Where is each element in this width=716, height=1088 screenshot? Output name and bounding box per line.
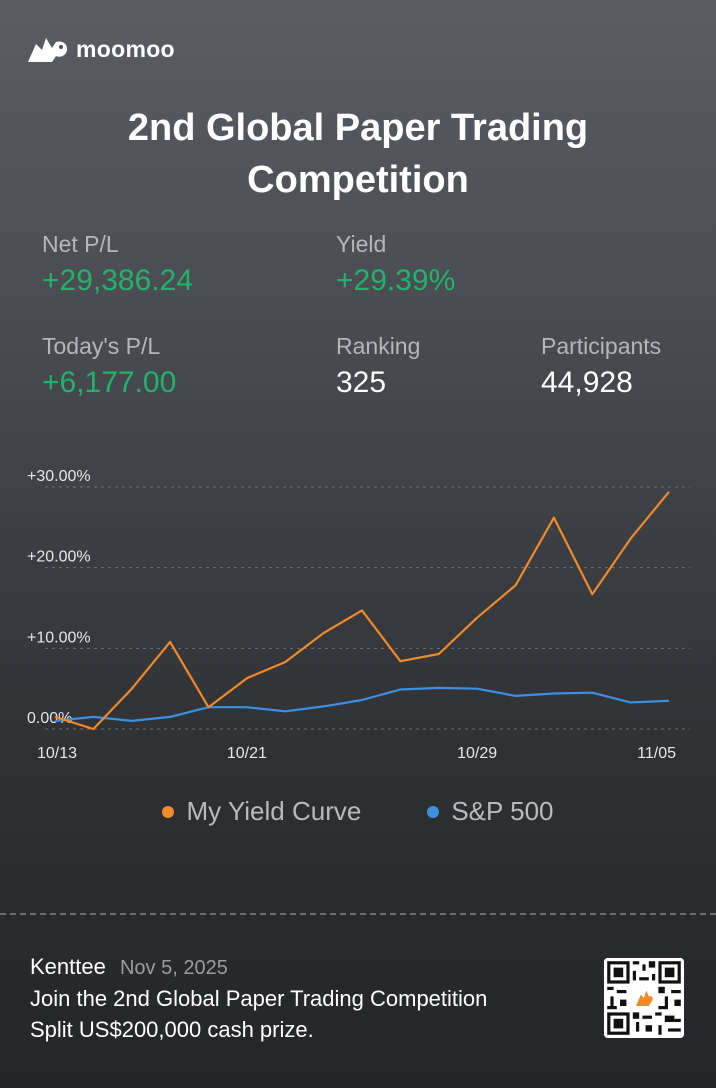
legend-dot-my-yield bbox=[162, 805, 175, 818]
yield-value: +29.39% bbox=[336, 264, 456, 297]
y-tick-label: 0.00% bbox=[27, 710, 72, 727]
series-line-sp500 bbox=[54, 686, 670, 722]
author-name: Kenttee bbox=[30, 954, 106, 979]
x-tick-label: 10/13 bbox=[37, 745, 77, 762]
legend-item-sp500: S&P 500 bbox=[427, 796, 554, 827]
ranking-value: 325 bbox=[336, 366, 387, 399]
footer-divider bbox=[0, 913, 716, 915]
x-tick-label: 10/21 bbox=[227, 745, 267, 762]
x-tick-label: 10/29 bbox=[457, 745, 497, 762]
series-line-my-yield bbox=[54, 491, 670, 731]
y-tick-label: +30.00% bbox=[27, 468, 91, 485]
y-tick-label: +20.00% bbox=[27, 549, 91, 566]
author-row: Kenttee Nov 5, 2025 bbox=[30, 952, 590, 983]
stat-participants: Participants 44,928 bbox=[541, 332, 661, 402]
today-pl-value: +6,177.00 bbox=[42, 366, 177, 399]
participants-label: Participants bbox=[541, 333, 662, 359]
stat-yield: Yield +29.39% bbox=[336, 230, 455, 300]
legend-label-sp500: S&P 500 bbox=[451, 796, 554, 826]
brand-name: moomoo bbox=[76, 35, 175, 62]
stat-net-pl: Net P/L +29,386.24 bbox=[42, 230, 193, 300]
chart-legend: My Yield Curve S&P 500 bbox=[0, 796, 716, 827]
share-footer: Kenttee Nov 5, 2025 Join the 2nd Global … bbox=[30, 952, 590, 1045]
legend-dot-sp500 bbox=[427, 805, 440, 818]
promo-line-1: Join the 2nd Global Paper Trading Compet… bbox=[30, 986, 488, 1011]
stat-ranking: Ranking 325 bbox=[336, 332, 420, 402]
promo-line-2: Split US$200,000 cash prize. bbox=[30, 1017, 314, 1042]
ranking-label: Ranking bbox=[336, 333, 421, 359]
net-pl-label: Net P/L bbox=[42, 231, 119, 257]
legend-label-my-yield: My Yield Curve bbox=[186, 796, 362, 826]
qr-code-icon bbox=[604, 958, 684, 1038]
participants-value: 44,928 bbox=[541, 366, 633, 399]
today-pl-label: Today's P/L bbox=[42, 333, 161, 359]
yield-chart: +30.00% +20.00% +10.00% 0.00% 10/13 10/21 10/2… bbox=[27, 468, 690, 762]
page-title: 2nd Global Paper Trading Competition bbox=[127, 107, 589, 201]
post-date: Nov 5, 2025 bbox=[119, 957, 228, 979]
stat-today-pl: Today's P/L +6,177.00 bbox=[42, 332, 176, 402]
bull-logo-icon bbox=[28, 38, 68, 62]
yield-label: Yield bbox=[336, 231, 387, 257]
x-tick-label: 11/05 bbox=[637, 745, 676, 762]
legend-item-my-yield: My Yield Curve bbox=[162, 796, 361, 827]
y-tick-label: +10.00% bbox=[27, 629, 91, 646]
brand-logo: moomoo bbox=[26, 34, 175, 64]
net-pl-value: +29,386.24 bbox=[42, 264, 193, 297]
